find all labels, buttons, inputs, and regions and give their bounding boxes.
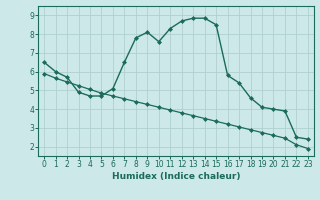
X-axis label: Humidex (Indice chaleur): Humidex (Indice chaleur): [112, 172, 240, 181]
